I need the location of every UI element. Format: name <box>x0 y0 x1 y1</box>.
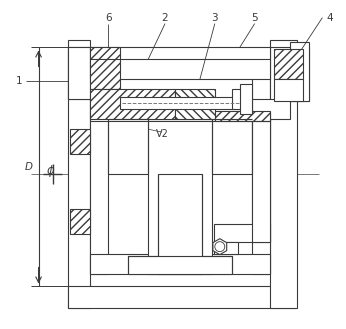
Bar <box>252 99 290 119</box>
Text: $\phi$: $\phi$ <box>46 163 55 179</box>
Polygon shape <box>274 49 303 79</box>
Polygon shape <box>215 111 270 121</box>
Bar <box>90 254 270 273</box>
Circle shape <box>215 242 225 252</box>
Text: 6: 6 <box>105 13 112 23</box>
Text: D: D <box>25 162 33 172</box>
Polygon shape <box>175 89 215 119</box>
Text: 4: 4 <box>326 13 333 23</box>
Bar <box>69 47 90 99</box>
Polygon shape <box>90 47 120 89</box>
Text: 5: 5 <box>251 13 258 23</box>
Bar <box>90 47 270 79</box>
Bar <box>232 89 250 109</box>
Bar <box>158 174 202 273</box>
Text: V2: V2 <box>156 129 169 139</box>
Bar <box>69 287 295 308</box>
Text: 2: 2 <box>162 13 169 23</box>
Bar <box>290 41 309 101</box>
Polygon shape <box>71 209 90 234</box>
Bar <box>69 47 90 99</box>
Bar <box>214 242 238 254</box>
Text: 1: 1 <box>15 76 22 86</box>
Bar <box>240 84 252 114</box>
Bar <box>120 97 240 109</box>
Bar <box>274 79 303 101</box>
Bar <box>252 60 270 273</box>
Polygon shape <box>90 89 175 119</box>
Text: 3: 3 <box>211 13 218 23</box>
Bar <box>148 119 212 273</box>
Polygon shape <box>213 239 227 255</box>
Polygon shape <box>71 129 90 154</box>
Bar <box>69 39 90 308</box>
Bar <box>270 39 298 308</box>
Polygon shape <box>270 47 309 101</box>
Bar <box>252 112 270 242</box>
Bar <box>90 60 108 273</box>
Bar <box>128 256 232 273</box>
Bar <box>214 224 270 242</box>
